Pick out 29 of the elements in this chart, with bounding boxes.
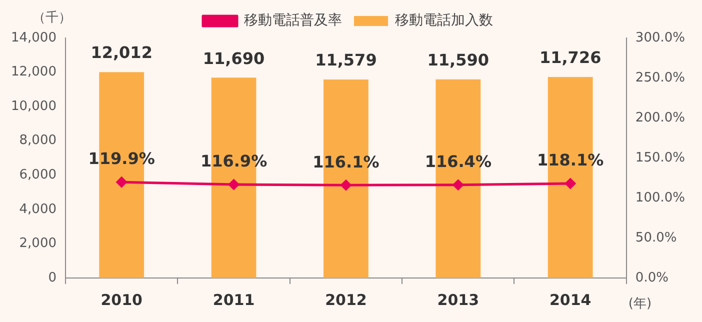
x-tick-label: 2014 — [549, 290, 592, 309]
x-tick-label: 2013 — [437, 290, 480, 309]
data-label: 11,579 — [315, 50, 377, 70]
data-label: 12,012 — [90, 43, 152, 62]
y-axis-title: （千） — [32, 10, 72, 26]
y-tick-label: 14,000 — [10, 30, 56, 46]
y-tick-label: 10,000 — [10, 98, 56, 114]
y-tick-label: 6,000 — [19, 168, 56, 183]
y2-tick-label: 300.0% — [635, 30, 686, 46]
y2-tick-label: 0.0% — [635, 270, 668, 286]
y2-tick-label: 200.0% — [635, 110, 686, 126]
y2-tick-label: 150.0% — [635, 150, 686, 166]
legend-label: 移動電話加入数 — [395, 12, 493, 29]
x-tick-label: 2012 — [325, 290, 367, 309]
x-tick-label: 2011 — [212, 290, 255, 309]
data-label: 11,590 — [427, 50, 490, 70]
x-tick-label: 2010 — [100, 290, 142, 309]
y-tick-label: 0 — [48, 270, 56, 286]
x-axis-title: (年) — [628, 296, 652, 312]
y-tick-label: 4,000 — [19, 202, 56, 217]
legend-label: 移動電話普及率 — [244, 12, 342, 29]
y2-tick-label: 100.0% — [635, 190, 686, 206]
y2-tick-label: 250.0% — [635, 70, 686, 86]
y-tick-label: 8,000 — [19, 133, 56, 148]
y2-tick-label: 50.0% — [635, 230, 677, 246]
data-label: 11,690 — [202, 48, 265, 68]
data-label: 11,726 — [539, 48, 602, 68]
y-tick-label: 2,000 — [19, 236, 56, 252]
y-tick-label: 12,000 — [10, 64, 56, 80]
